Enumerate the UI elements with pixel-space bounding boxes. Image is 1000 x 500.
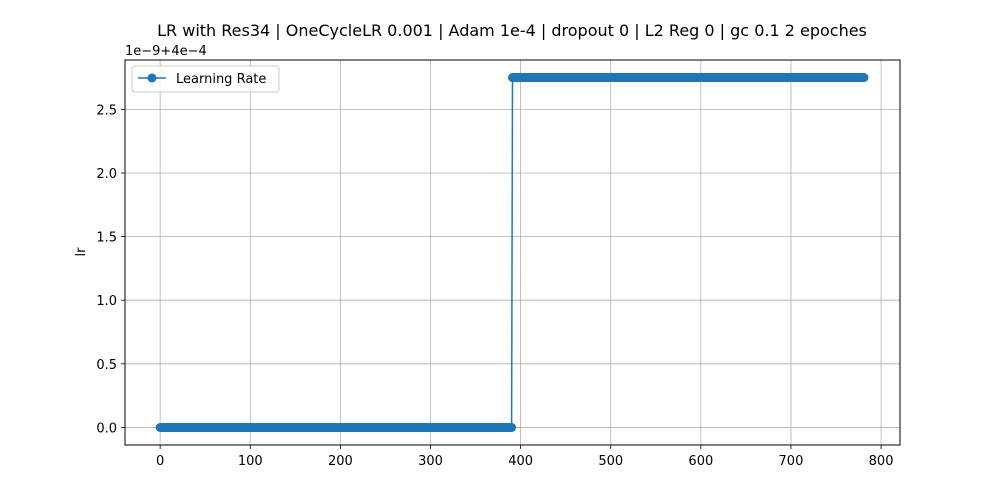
y-axis: 0.0 0.5 1.0 1.5 2.0 2.5 [96,103,125,436]
x-tick-label: 0 [156,454,164,469]
series-layer [155,73,869,432]
legend-box [131,65,280,93]
y-tick-label: 0.0 [96,421,117,436]
data-point [859,73,869,83]
legend-marker-swatch [147,73,157,83]
y-tick-label: 1.5 [96,231,117,246]
x-tick-label: 600 [688,454,713,469]
x-tick-label: 300 [418,454,443,469]
data-point [507,422,517,432]
x-tick-label: 100 [238,454,263,469]
x-tick-label: 800 [869,454,894,469]
legend-label: Learning Rate [176,72,266,87]
x-tick-label: 400 [508,454,533,469]
chart-title: LR with Res34 | OneCycleLR 0.001 | Adam … [157,21,867,40]
series-learning-rate [155,73,869,432]
x-tick-label: 700 [779,454,804,469]
y-tick-label: 2.5 [96,103,117,118]
y-offset-label: 1e−9+4e−4 [125,44,207,59]
plot-frame [124,59,901,446]
y-axis-label: lr [74,247,89,257]
y-tick-label: 2.0 [96,167,117,182]
y-tick-label: 0.5 [96,358,117,373]
plot-area [124,59,901,446]
series-markers [155,73,869,432]
x-tick-label: 200 [328,454,353,469]
y-tick-label: 1.0 [96,294,117,309]
x-tick-label: 500 [598,454,623,469]
x-axis: 0 100 200 300 400 500 600 700 800 [156,445,893,469]
legend: Learning Rate [131,65,280,93]
